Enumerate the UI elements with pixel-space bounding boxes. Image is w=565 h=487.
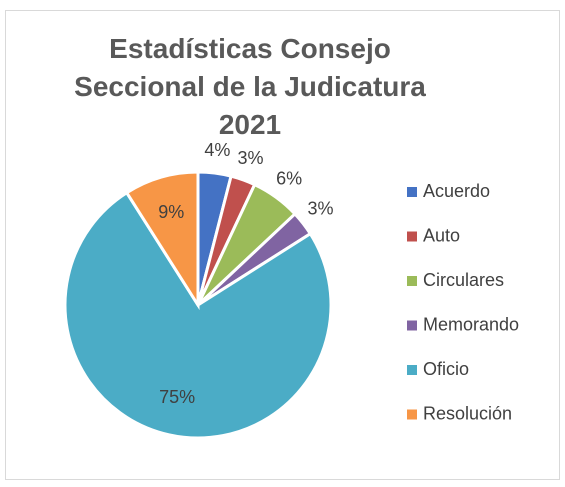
legend-swatch (407, 320, 417, 331)
legend-label: Oficio (423, 359, 469, 379)
data-label: 6% (276, 168, 302, 188)
legend-label: Memorando (423, 314, 519, 334)
legend-label: Circulares (423, 270, 504, 290)
pie-slice (63, 190, 333, 440)
data-label: 3% (307, 199, 333, 219)
legend-swatch (407, 231, 417, 242)
data-label: 3% (237, 148, 263, 168)
data-label: 4% (204, 140, 230, 160)
legend-label: Resolución (423, 403, 512, 423)
legend-swatch (407, 276, 417, 286)
data-label: 75% (159, 387, 195, 407)
legend-label: Auto (423, 225, 460, 245)
pie-slice (124, 170, 200, 311)
legend-swatch (407, 409, 417, 420)
legend-swatch (407, 365, 417, 375)
chart-title: Estadísticas Consejo Seccional de la Jud… (74, 33, 426, 140)
legend-swatch (407, 187, 417, 197)
data-label: 9% (158, 202, 184, 222)
legend-label: Acuerdo (423, 181, 490, 201)
